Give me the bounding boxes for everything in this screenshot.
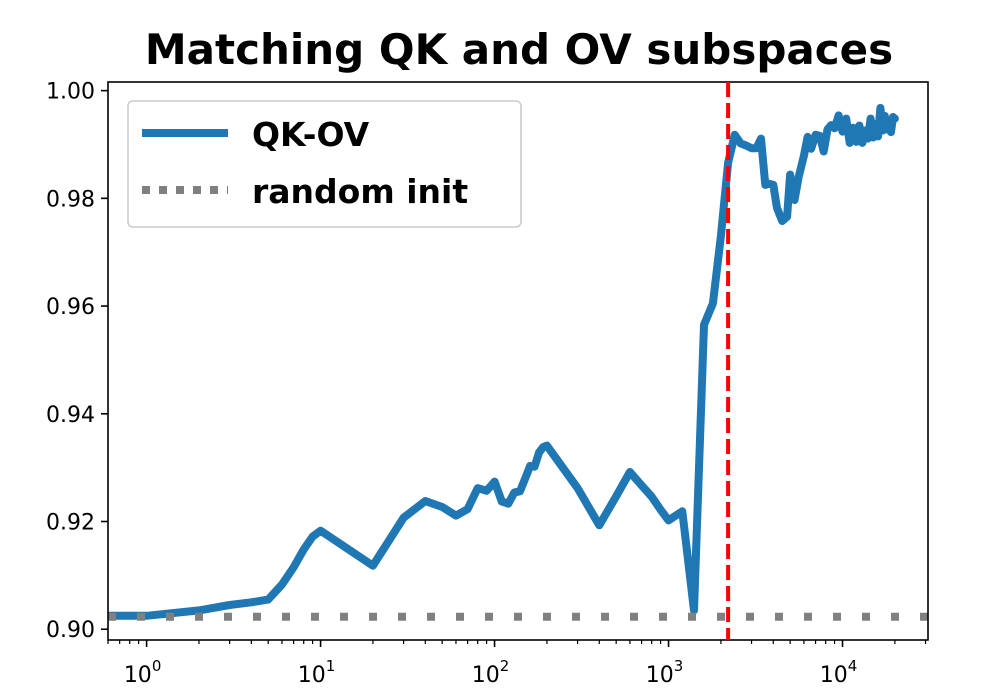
axes-frame [107, 81, 929, 641]
plot-area [108, 103, 928, 621]
y-tick-label: 0.94 [46, 403, 95, 428]
legend: QK-OV random init [127, 100, 522, 228]
y-tick-label: 0.92 [46, 511, 95, 536]
y-tick-label: 0.96 [46, 295, 95, 320]
x-tick-label: 104 [820, 657, 858, 688]
x-tick-label: 102 [472, 657, 510, 688]
x-tick-label: 103 [646, 657, 684, 688]
series-line-qk-ov [108, 103, 899, 620]
legend-label-qk-ov: QK-OV [252, 115, 370, 154]
x-tick-label: 101 [298, 657, 336, 688]
axis-ticks: 0.90 0.92 0.94 0.96 0.98 1.00 100 101 102 103 104 [46, 80, 927, 688]
y-tick-label: 1.00 [46, 80, 95, 105]
chart-title: Matching QK and OV subspaces [145, 25, 893, 74]
y-tick-label: 0.90 [46, 618, 95, 643]
legend-label-random-init: random init [252, 172, 468, 211]
y-tick-label: 0.98 [46, 187, 95, 212]
x-tick-label: 100 [124, 657, 162, 688]
